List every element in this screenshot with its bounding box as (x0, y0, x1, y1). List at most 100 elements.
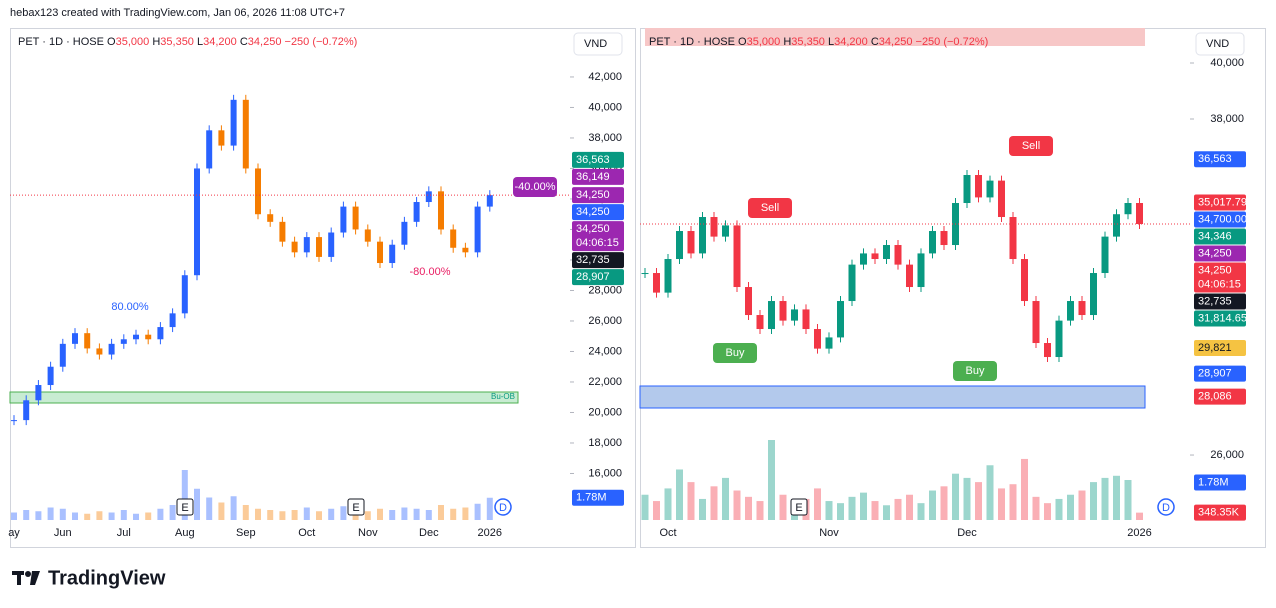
volume-bar (462, 507, 469, 520)
legend-highlight (645, 28, 1145, 46)
candle (848, 264, 856, 302)
candle (133, 334, 139, 340)
volume-bar (1078, 490, 1086, 520)
candle (1078, 301, 1086, 316)
volume-bar (860, 492, 867, 520)
candle (486, 195, 493, 207)
x-tick-label: 2026 (1127, 527, 1151, 539)
y-tick-label: 42,000 (588, 71, 622, 83)
candle (894, 245, 902, 265)
candle (1055, 320, 1063, 358)
volume-bar (917, 503, 925, 520)
price-badge-label: 36,563 (1198, 153, 1232, 165)
annotation: Sell (761, 202, 779, 214)
y-tick-label: 26,000 (588, 315, 622, 327)
candle (47, 366, 54, 386)
candle (438, 191, 444, 230)
volume-bar (687, 482, 695, 520)
legend-field-label: H (152, 36, 160, 48)
volume-bar (1067, 494, 1074, 520)
legend-field-value: 34,250 (248, 36, 282, 48)
volume-bar (108, 512, 115, 520)
candle (352, 206, 359, 230)
header: hebax123 created with TradingView.com, J… (10, 7, 345, 19)
volume-bar (1009, 484, 1017, 520)
volume-bar (825, 501, 833, 520)
candle (1032, 301, 1040, 344)
legend-field-label: C (871, 36, 879, 48)
price-badge-label: 34,346 (1198, 230, 1232, 242)
candle (474, 206, 481, 253)
x-tick-label: Dec (957, 527, 977, 539)
x-tick-label: Dec (419, 527, 439, 539)
price-badge (572, 252, 624, 269)
legend-field-label: H (783, 36, 791, 48)
legend-field-value: 34,200 (834, 36, 868, 48)
candle (108, 343, 115, 355)
candle (676, 231, 683, 260)
annotation-box (748, 198, 792, 218)
candle (316, 237, 322, 257)
volume-bar (474, 503, 481, 520)
y-tick-label: 40,000 (1210, 57, 1244, 69)
price-badge (1194, 262, 1246, 293)
volume-bar (486, 497, 493, 520)
candle (768, 301, 775, 330)
volume-bar (722, 477, 729, 520)
candle (687, 231, 695, 254)
candle (340, 206, 347, 233)
volume-bar (84, 513, 91, 520)
legend-field-label: O (107, 36, 116, 48)
volume-bar (998, 488, 1005, 520)
volume-bar (425, 510, 432, 520)
logo-mark (12, 571, 40, 585)
volume-bar (328, 508, 335, 520)
event-label: D (1162, 502, 1170, 514)
price-badge-timer: 04:06:15 (576, 237, 619, 249)
candle (664, 259, 672, 293)
candle (745, 287, 752, 316)
volume-bar (871, 501, 879, 520)
x-tick-label: Oct (659, 527, 676, 539)
volume-bar (1032, 496, 1040, 520)
legend: PET · 1D · HOSE O35,000 H35,350 L34,200 … (649, 36, 988, 48)
candle (364, 229, 371, 242)
price-badge-label: 36,149 (576, 171, 610, 183)
volume-bar (169, 505, 176, 520)
event-label: E (795, 502, 802, 514)
price-badge (1194, 388, 1246, 405)
candle (242, 99, 249, 169)
legend-symbol: PET · 1D · HOSE (649, 36, 735, 48)
candle (84, 333, 91, 349)
dividend-marker (1157, 498, 1175, 516)
legend-field-value: 35,350 (160, 36, 194, 48)
price-badge (1194, 194, 1246, 211)
volume-bar (303, 507, 310, 520)
price-badge (572, 151, 624, 168)
event-label: D (499, 502, 507, 514)
volume-bar (1090, 482, 1097, 520)
volume-bar (340, 506, 347, 520)
candle (1113, 214, 1120, 237)
volume-bar (906, 494, 913, 520)
volume-bar (450, 508, 457, 520)
candle (1101, 236, 1109, 274)
candle (756, 315, 764, 330)
event-label: E (352, 502, 359, 514)
candle (267, 214, 274, 222)
candle (837, 301, 844, 338)
volume-bar (438, 505, 444, 520)
annotation: Sell (1022, 140, 1040, 152)
candle (1136, 203, 1143, 225)
legend-field-value: 34,200 (203, 36, 237, 48)
candle (218, 130, 225, 146)
candle (710, 217, 718, 237)
volume-bar (699, 498, 706, 520)
volume-bar (145, 512, 152, 520)
volume-bar (218, 502, 225, 520)
y-tick-label: 16,000 (588, 467, 622, 479)
y-tick-label: 22,000 (588, 376, 622, 388)
volume-bar (710, 486, 718, 520)
candle (641, 273, 649, 275)
volume-bar (929, 490, 936, 520)
